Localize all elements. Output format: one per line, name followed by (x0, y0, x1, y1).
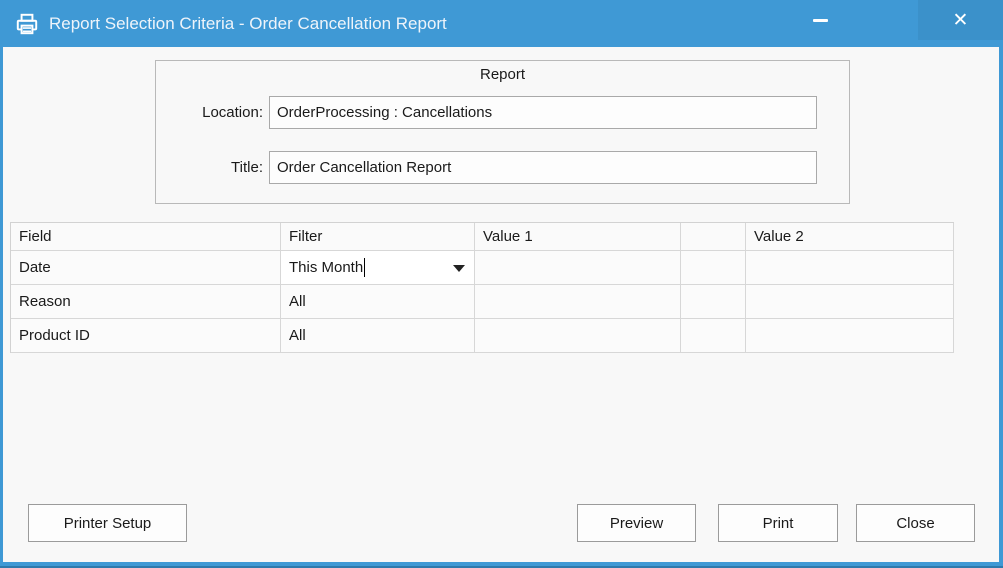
cell-value1[interactable] (475, 251, 681, 285)
filter-combobox[interactable]: This Month (281, 251, 475, 285)
printer-icon (16, 13, 38, 34)
cell-filter[interactable]: All (281, 319, 475, 353)
close-icon: ✕ (952, 9, 969, 31)
window-title: Report Selection Criteria - Order Cancel… (49, 13, 447, 33)
header-filter: Filter (281, 223, 475, 251)
title-bar[interactable]: Report Selection Criteria - Order Cancel… (0, 0, 1003, 47)
cell-value2[interactable] (746, 285, 954, 319)
dialog-client-area: Report Location: Title: Field Filter Val… (3, 47, 999, 562)
cell-value2[interactable] (746, 319, 954, 353)
filter-combobox-value: This Month (289, 259, 364, 276)
printer-setup-button[interactable]: Printer Setup (28, 504, 187, 542)
cell-field[interactable]: Reason (11, 285, 281, 319)
print-button[interactable]: Print (718, 504, 838, 542)
location-label: Location: (202, 104, 263, 121)
header-value2: Value 2 (746, 223, 954, 251)
cell-spacer[interactable] (681, 251, 746, 285)
location-input[interactable] (269, 96, 817, 129)
header-value1: Value 1 (475, 223, 681, 251)
cell-value1[interactable] (475, 285, 681, 319)
header-spacer (681, 223, 746, 251)
table-row: Date This Month (11, 251, 954, 285)
grid-header-row: Field Filter Value 1 Value 2 (11, 223, 954, 251)
text-caret (364, 258, 366, 277)
report-title-input[interactable] (269, 151, 817, 184)
report-groupbox-legend: Report (479, 66, 526, 83)
cell-value2[interactable] (746, 251, 954, 285)
criteria-grid: Field Filter Value 1 Value 2 Date This M… (10, 222, 954, 353)
table-row: Product ID All (11, 319, 954, 353)
table-row: Reason All (11, 285, 954, 319)
cell-field[interactable]: Product ID (11, 319, 281, 353)
chevron-down-icon[interactable] (453, 264, 465, 272)
cell-value1[interactable] (475, 319, 681, 353)
cell-spacer[interactable] (681, 319, 746, 353)
close-button[interactable]: Close (856, 504, 975, 542)
title-label: Title: (231, 159, 263, 176)
report-groupbox: Report Location: Title: (155, 60, 850, 204)
minimize-icon (812, 18, 828, 22)
cell-field[interactable]: Date (11, 251, 281, 285)
preview-button[interactable]: Preview (577, 504, 696, 542)
cell-spacer[interactable] (681, 285, 746, 319)
minimize-button[interactable] (795, 0, 845, 40)
cell-filter[interactable]: All (281, 285, 475, 319)
header-field: Field (11, 223, 281, 251)
window-border-bottom (0, 566, 1003, 568)
window-close-button[interactable]: ✕ (918, 0, 1003, 40)
